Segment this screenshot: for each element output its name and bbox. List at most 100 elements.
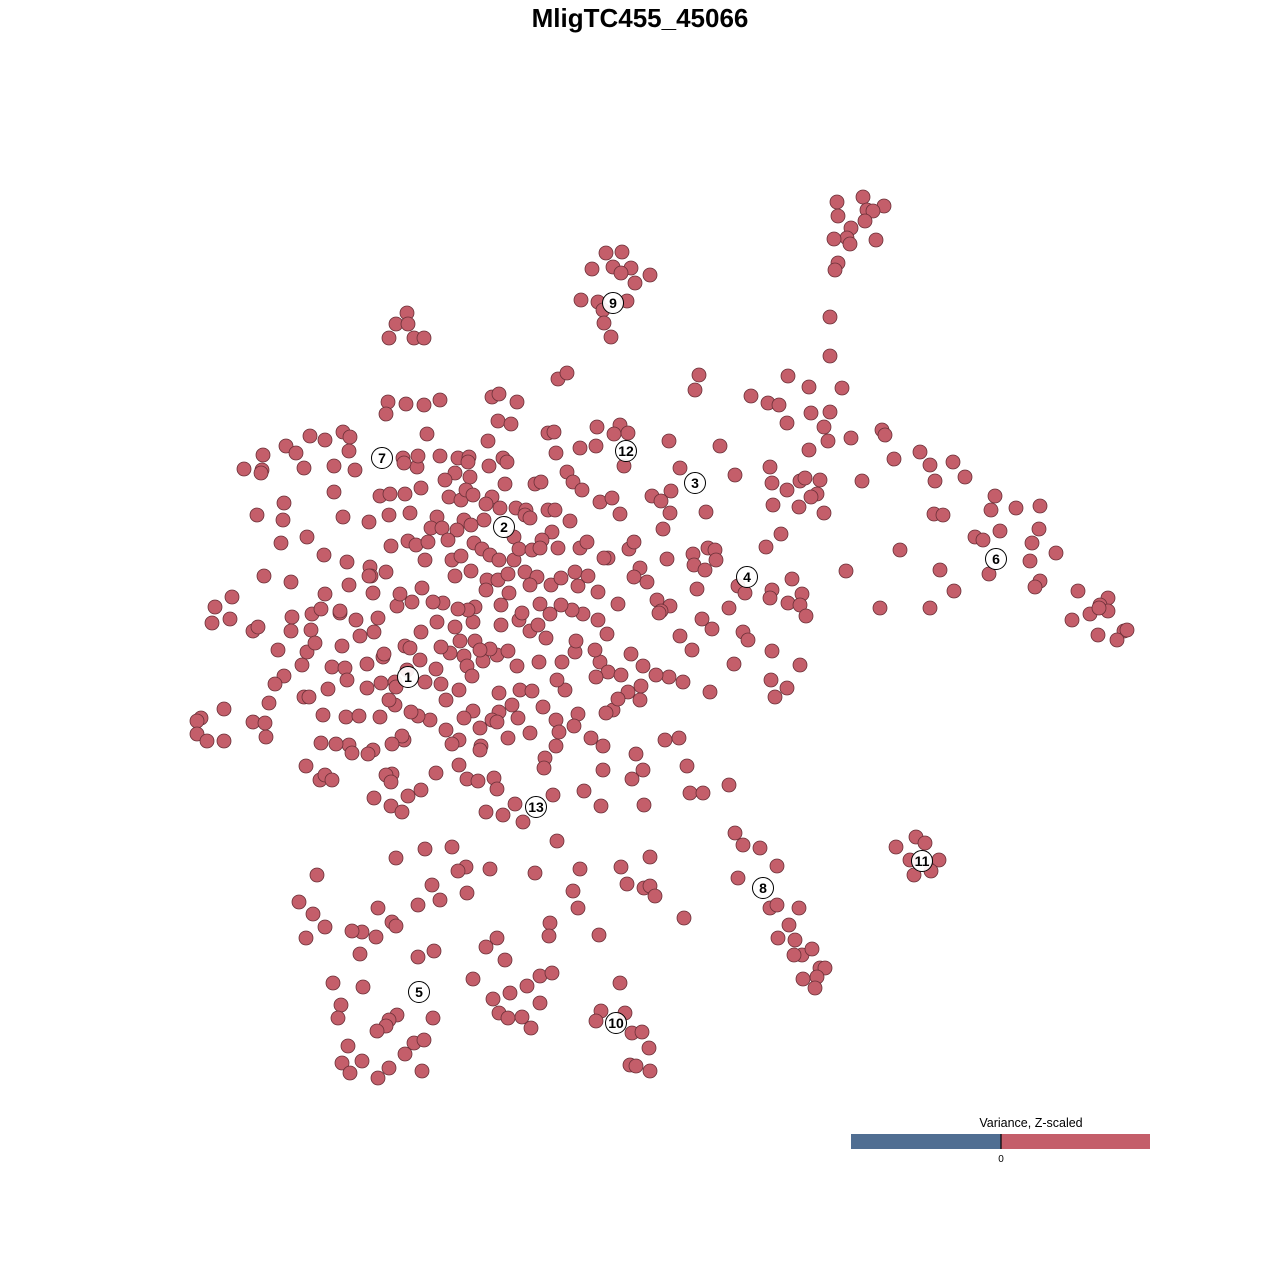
data-point [410, 897, 426, 913]
data-point [509, 394, 525, 410]
data-point [434, 520, 450, 536]
data-point [463, 517, 479, 533]
data-point [1031, 521, 1047, 537]
data-point [767, 689, 783, 705]
data-point [1090, 627, 1106, 643]
cluster-label-circle [408, 981, 430, 1003]
data-point [687, 382, 703, 398]
data-point [639, 574, 655, 590]
cluster-label-12: 12 [615, 440, 637, 462]
data-point [480, 433, 496, 449]
data-point [655, 521, 671, 537]
data-point [730, 870, 746, 886]
cluster-label-circle [911, 850, 933, 872]
data-point [613, 859, 629, 875]
data-point [255, 447, 271, 463]
data-point [326, 458, 342, 474]
cluster-label-13: 13 [525, 796, 547, 818]
data-point [333, 997, 349, 1013]
data-point [779, 415, 795, 431]
cluster-label-text: 8 [759, 880, 767, 896]
data-point [549, 672, 565, 688]
data-point [792, 657, 808, 673]
data-point [344, 923, 360, 939]
data-point [509, 658, 525, 674]
cluster-label-10: 10 [605, 1012, 627, 1034]
data-point [1064, 612, 1080, 628]
data-point [497, 476, 513, 492]
data-point [372, 709, 388, 725]
data-point [414, 1063, 430, 1079]
data-point [553, 597, 569, 613]
data-point [366, 624, 382, 640]
data-point [313, 601, 329, 617]
data-point [892, 542, 908, 558]
data-point [417, 841, 433, 857]
data-point [497, 952, 513, 968]
cluster-label-circle [371, 447, 393, 469]
data-point [370, 1070, 386, 1086]
data-point [301, 689, 317, 705]
data-point [320, 681, 336, 697]
data-point [283, 623, 299, 639]
data-point [922, 600, 938, 616]
data-point [307, 635, 323, 651]
data-point [546, 424, 562, 440]
data-point [820, 433, 836, 449]
data-point [501, 585, 517, 601]
data-point [524, 683, 540, 699]
data-point [313, 735, 329, 751]
data-point [472, 742, 488, 758]
data-point [812, 472, 828, 488]
data-point [626, 534, 642, 550]
cluster-label-circle [752, 877, 774, 899]
data-point [627, 275, 643, 291]
data-point [648, 667, 664, 683]
data-point [351, 708, 367, 724]
cluster-label-circle [985, 548, 1007, 570]
data-point [912, 444, 928, 460]
data-point [661, 433, 677, 449]
data-point [704, 621, 720, 637]
data-point [500, 566, 516, 582]
cluster-label-circle [602, 292, 624, 314]
cluster-label-3: 3 [684, 472, 706, 494]
data-point [478, 582, 494, 598]
data-point [854, 473, 870, 489]
data-point [381, 692, 397, 708]
cluster-label-circle [615, 440, 637, 462]
data-point [339, 554, 355, 570]
data-point [388, 918, 404, 934]
data-point [359, 680, 375, 696]
data-point [404, 594, 420, 610]
data-point [396, 455, 412, 471]
data-point [305, 906, 321, 922]
data-point [463, 563, 479, 579]
data-point [780, 368, 796, 384]
data-point [236, 461, 252, 477]
data-point [413, 480, 429, 496]
data-point [698, 504, 714, 520]
data-point [843, 430, 859, 446]
data-point [576, 783, 592, 799]
data-point [653, 493, 669, 509]
data-point [816, 419, 832, 435]
data-point [531, 654, 547, 670]
data-point [781, 917, 797, 933]
data-point [682, 785, 698, 801]
data-point [634, 1024, 650, 1040]
data-point [341, 577, 357, 593]
cluster-label-text: 7 [378, 450, 386, 466]
legend-title: Variance, Z-scaled [979, 1116, 1082, 1130]
data-point [1091, 600, 1107, 616]
data-point [376, 646, 392, 662]
data-point [590, 584, 606, 600]
data-point [570, 900, 586, 916]
data-point [339, 672, 355, 688]
colorbar-tick-label: 0 [998, 1154, 1004, 1165]
data-point [354, 1053, 370, 1069]
data-point [752, 840, 768, 856]
data-point [416, 1032, 432, 1048]
cluster-label-9: 9 [602, 292, 624, 314]
